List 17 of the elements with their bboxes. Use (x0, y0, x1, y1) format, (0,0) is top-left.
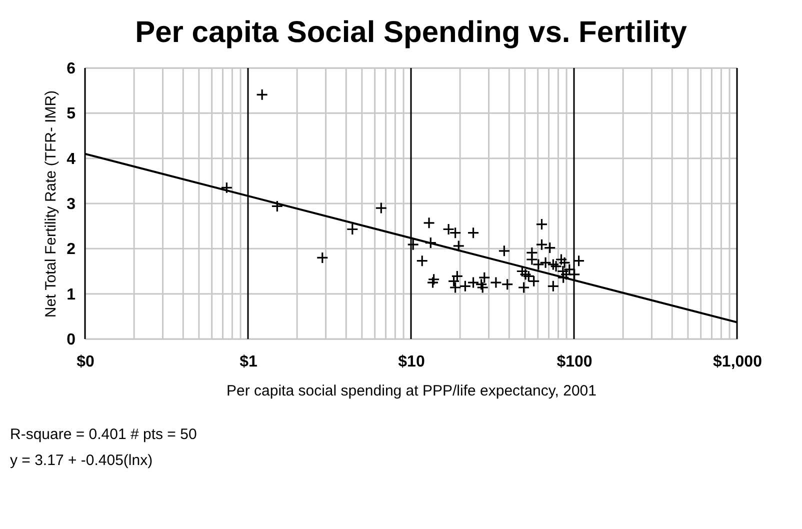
y-tick-label: 3 (66, 196, 76, 213)
y-axis-title: Net Total Fertility Rate (TFR- IMR) (42, 90, 60, 318)
x-tick-label: $100 (556, 354, 592, 370)
y-tick-label: 0 (66, 332, 76, 348)
text: y = 3.17 + -0.405(lnx) (10, 452, 153, 469)
x-tick-label: $0 (76, 354, 94, 370)
y-tick-label: 4 (66, 150, 76, 168)
y-tick-label: 1 (66, 286, 76, 304)
x-tick-label: $1,000 (713, 354, 762, 370)
y-tick-label: 2 (66, 241, 76, 258)
text: R-square = 0.401 # pts = 50 (10, 426, 197, 443)
y-tick-label: 6 (66, 60, 76, 78)
y-tick-label: 5 (66, 106, 76, 123)
x-axis-title: Per capita social spending at PPP/life expectancy, 2001 (226, 382, 596, 400)
x-tick-label: $10 (398, 354, 425, 370)
x-tick-label: $1 (240, 354, 258, 370)
chart-title: Per capita Social Spending vs. Fertility (135, 16, 688, 49)
